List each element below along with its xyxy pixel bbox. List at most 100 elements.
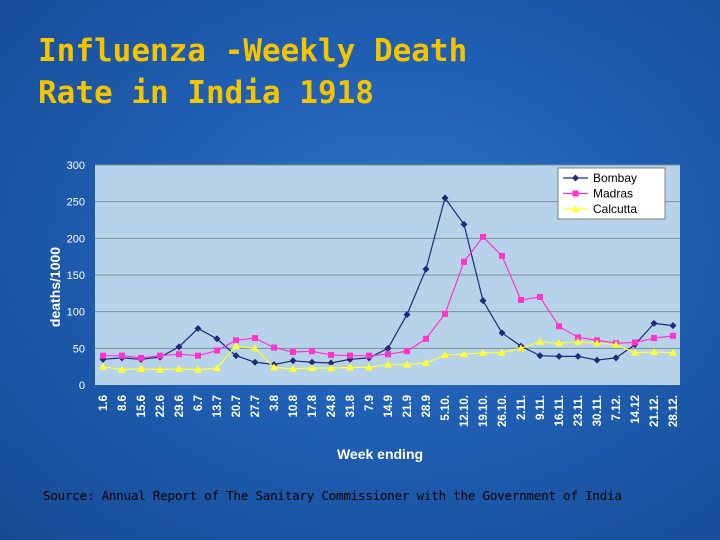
- x-tick-label: 21.12.: [649, 395, 661, 427]
- data-point: [572, 174, 579, 182]
- data-point: [289, 357, 297, 365]
- series-group: [99, 194, 677, 373]
- data-point: [479, 297, 487, 305]
- x-tick-label: 5.10.: [440, 395, 452, 421]
- data-point: [632, 339, 638, 346]
- data-point: [442, 310, 448, 317]
- data-point: [460, 350, 468, 358]
- data-point: [593, 339, 601, 347]
- data-point: [213, 364, 221, 372]
- data-point: [384, 360, 392, 368]
- data-point: [536, 337, 544, 345]
- data-point: [366, 352, 372, 359]
- x-axis-label: Week ending: [337, 446, 423, 462]
- data-point: [571, 205, 580, 212]
- data-point: [518, 296, 524, 303]
- data-point: [575, 334, 581, 341]
- data-point: [498, 348, 506, 356]
- x-tick-label: 21.9: [402, 395, 414, 417]
- data-point: [99, 362, 107, 370]
- data-point: [175, 364, 183, 372]
- data-point: [499, 252, 505, 259]
- data-point: [384, 344, 392, 352]
- data-point: [251, 344, 259, 352]
- data-point: [669, 322, 677, 330]
- y-axis-label: deaths/1000: [47, 247, 63, 327]
- y-tick-label: 250: [67, 197, 85, 209]
- x-tick-label: 16.11.: [554, 395, 566, 426]
- x-tick-label: 9.11.: [535, 395, 547, 420]
- legend-label: Madras: [593, 187, 633, 201]
- data-point: [498, 329, 506, 337]
- data-point: [479, 348, 487, 356]
- data-point: [422, 359, 430, 366]
- x-tick-label: 7.9: [364, 395, 376, 411]
- data-point: [176, 351, 182, 358]
- data-point: [214, 347, 220, 354]
- x-tick-label: 10.8: [288, 394, 300, 417]
- data-point: [346, 363, 354, 371]
- data-point: [365, 363, 373, 371]
- data-point: [536, 352, 544, 360]
- x-tick-label: 31.8: [345, 394, 357, 417]
- data-point: [308, 358, 316, 366]
- x-tick-label: 28.9: [421, 395, 433, 417]
- data-point: [480, 233, 486, 240]
- x-tick-label: 19.10.: [478, 395, 490, 427]
- data-point: [612, 354, 620, 362]
- x-tick-label: 13.7: [212, 395, 224, 417]
- data-point: [385, 351, 391, 358]
- data-point: [346, 355, 354, 363]
- legend-item-bombay: Bombay: [563, 171, 637, 185]
- x-tick-label: 28.12.: [668, 395, 680, 427]
- x-tick-label: 20.7: [231, 395, 243, 417]
- x-tick-label: 17.8: [307, 394, 319, 417]
- data-point: [517, 344, 525, 352]
- legend-label: Bombay: [593, 171, 637, 185]
- data-point: [670, 332, 676, 339]
- data-point: [347, 352, 353, 359]
- data-point: [572, 190, 579, 197]
- x-tick-label: 12.10.: [459, 395, 471, 427]
- x-tick-label: 6.7: [193, 395, 205, 411]
- data-point: [194, 325, 202, 333]
- x-tick-label: 1.6: [98, 395, 110, 411]
- data-point: [270, 363, 278, 371]
- data-point: [308, 364, 316, 372]
- data-point: [650, 348, 658, 355]
- series-calcutta: [99, 337, 677, 373]
- data-point: [441, 194, 449, 202]
- data-point: [422, 265, 430, 273]
- data-point: [290, 349, 296, 355]
- data-point: [99, 355, 107, 363]
- y-tick-label: 300: [67, 160, 85, 172]
- data-point: [213, 335, 221, 343]
- data-point: [327, 359, 335, 367]
- x-tick-label: 24.8: [326, 394, 338, 417]
- data-point: [612, 340, 620, 348]
- data-point: [138, 354, 144, 361]
- legend-item-calcutta: Calcutta: [563, 202, 637, 216]
- gridlines: [95, 164, 680, 349]
- data-point: [157, 352, 163, 359]
- x-tick-label: 26.10.: [497, 395, 509, 427]
- data-point: [593, 356, 601, 364]
- data-point: [574, 352, 582, 360]
- source-note: Source: Annual Report of The Sanitary Co…: [43, 488, 622, 503]
- data-point: [631, 348, 639, 356]
- series-madras: [100, 233, 676, 361]
- data-point: [100, 352, 106, 359]
- data-point: [137, 364, 145, 372]
- y-tick-label: 150: [67, 270, 85, 282]
- legend-item-madras: Madras: [563, 187, 633, 201]
- line-chart: 0 50 100 150 200 250 300 1.6 8.6 15.6 22.6 29.6 6.7…: [47, 160, 680, 462]
- data-point: [441, 350, 449, 358]
- data-point: [271, 344, 277, 351]
- data-point: [574, 337, 582, 345]
- data-point: [555, 352, 563, 360]
- data-point: [669, 348, 677, 356]
- data-point: [289, 364, 297, 372]
- legend-label: Calcutta: [593, 202, 637, 216]
- data-point: [328, 351, 334, 358]
